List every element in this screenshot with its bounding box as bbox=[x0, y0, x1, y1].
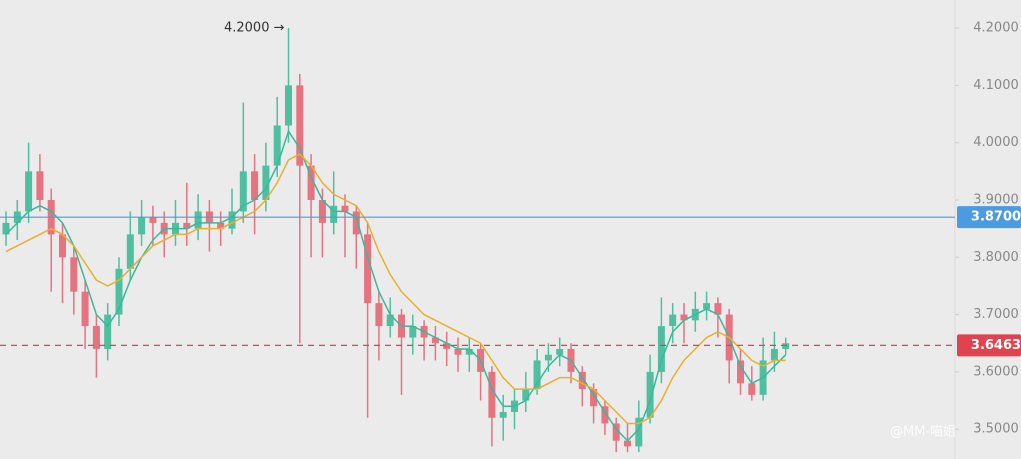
candle-body bbox=[318, 199, 326, 223]
candle-body bbox=[341, 205, 349, 212]
candle-body bbox=[183, 222, 191, 229]
candle-body bbox=[544, 354, 552, 361]
candle-body bbox=[748, 383, 756, 395]
candle-body bbox=[556, 348, 564, 355]
candle-body bbox=[364, 234, 372, 304]
candle-body bbox=[669, 314, 677, 327]
candle-body bbox=[578, 371, 586, 390]
candle-body bbox=[307, 165, 315, 200]
price-label: 3.8700 bbox=[971, 210, 1021, 225]
candle-body bbox=[217, 222, 225, 229]
candle-body bbox=[262, 165, 270, 200]
candle-body bbox=[352, 211, 360, 235]
y-tick-label: 3.6000 bbox=[973, 364, 1019, 379]
candle-body bbox=[149, 217, 157, 223]
candle-body bbox=[703, 303, 711, 309]
candle-body bbox=[104, 314, 112, 349]
candle-body bbox=[601, 406, 609, 424]
y-tick-label: 4.0000 bbox=[973, 135, 1019, 150]
candle-body bbox=[81, 291, 89, 327]
candle-body bbox=[770, 348, 778, 361]
candle-body bbox=[70, 257, 78, 292]
candle-body bbox=[138, 217, 146, 235]
price-label-box bbox=[957, 334, 1021, 357]
candle-body bbox=[92, 326, 100, 349]
candle-body bbox=[115, 268, 123, 315]
candle-body bbox=[194, 211, 202, 229]
candle-body bbox=[386, 314, 394, 327]
candle-body bbox=[273, 125, 281, 166]
candle-body bbox=[443, 343, 451, 349]
candle-body bbox=[454, 348, 462, 355]
candle-body bbox=[737, 360, 744, 384]
candle-body bbox=[782, 343, 790, 349]
moving-average-line bbox=[5, 129, 787, 442]
candle-body bbox=[375, 303, 383, 327]
candle-body bbox=[25, 171, 33, 212]
candle-body bbox=[646, 371, 654, 418]
candle-body bbox=[36, 171, 44, 200]
candle-body bbox=[239, 171, 247, 212]
candle-body bbox=[522, 389, 530, 401]
max-annotation: 4.2000 → bbox=[224, 21, 285, 36]
watermark: @MM-喵姐 bbox=[890, 425, 956, 440]
price-label: 3.6463 bbox=[971, 338, 1021, 353]
candle-body bbox=[296, 85, 304, 166]
y-tick-label: 4.2000 bbox=[973, 21, 1019, 36]
candle-body bbox=[59, 234, 66, 258]
moving-average-line bbox=[5, 153, 786, 425]
candle-body bbox=[330, 205, 338, 223]
candle-body bbox=[680, 314, 688, 321]
y-tick-label: 4.1000 bbox=[973, 78, 1019, 93]
y-tick-label: 3.5000 bbox=[973, 422, 1019, 437]
y-tick-label: 3.7000 bbox=[973, 307, 1019, 322]
candle-body bbox=[499, 412, 507, 418]
price-label-box bbox=[957, 206, 1021, 229]
candle-body bbox=[612, 423, 620, 441]
candle-body bbox=[126, 234, 134, 269]
candle-body bbox=[624, 440, 631, 447]
candle-body bbox=[590, 389, 598, 407]
candle-body bbox=[285, 85, 292, 126]
candle-body bbox=[409, 326, 417, 338]
y-tick-label: 3.8000 bbox=[973, 250, 1019, 265]
candle-body bbox=[657, 326, 665, 372]
candle-body bbox=[635, 417, 643, 447]
candle-body bbox=[465, 348, 473, 355]
candle-body bbox=[431, 337, 439, 344]
candle-body bbox=[228, 211, 236, 229]
candle-body bbox=[533, 360, 541, 390]
candle-body bbox=[2, 222, 10, 235]
y-tick-label: 3.9000 bbox=[973, 192, 1019, 207]
candle-body bbox=[251, 171, 259, 200]
candle-body bbox=[714, 303, 722, 315]
candle-body bbox=[488, 371, 496, 418]
